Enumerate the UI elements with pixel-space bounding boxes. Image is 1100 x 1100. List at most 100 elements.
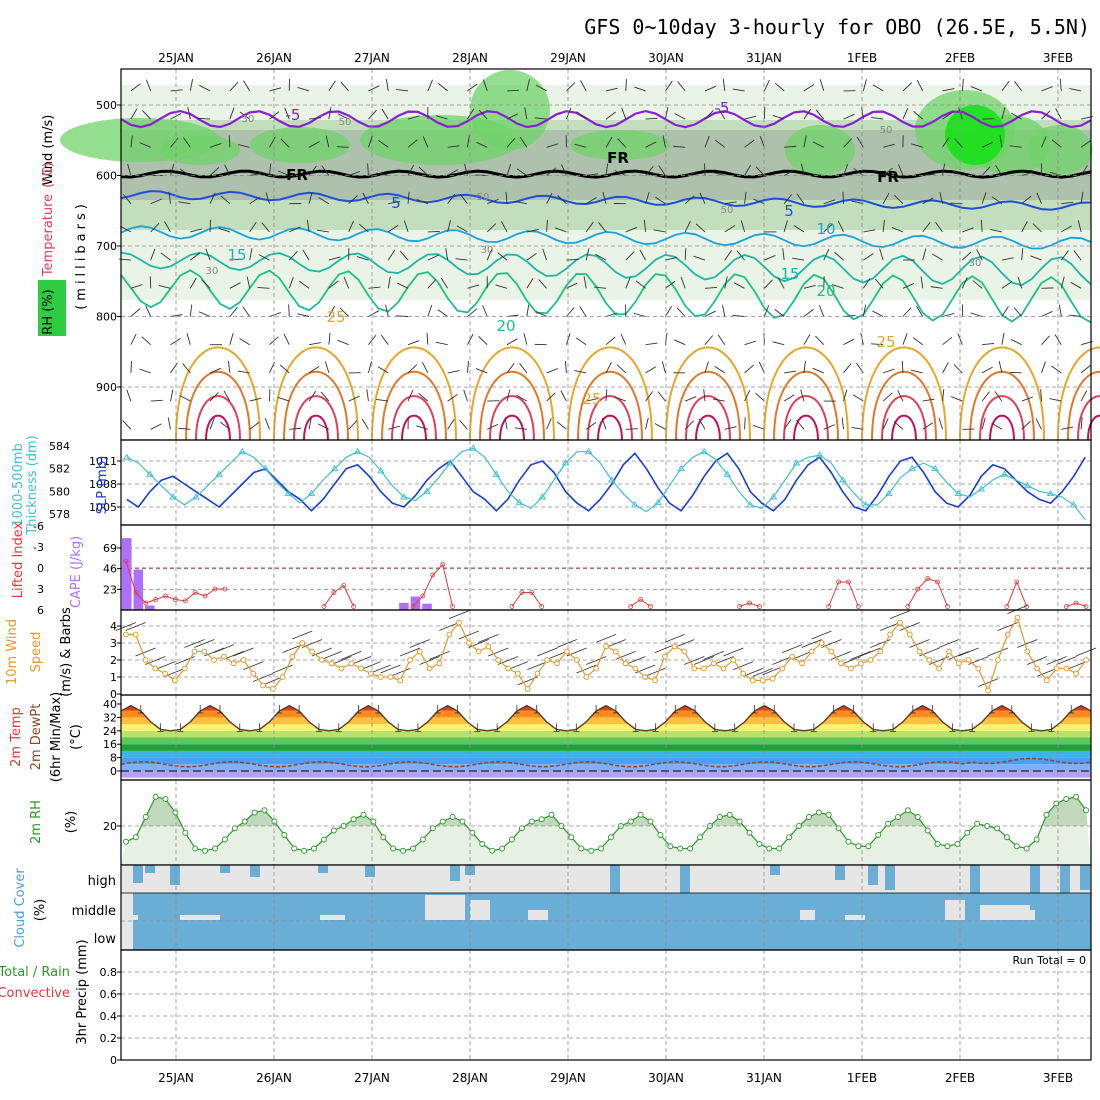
wind10-barb (556, 639, 577, 648)
wind-barb (1041, 136, 1047, 148)
wind-barb (812, 141, 824, 148)
wind-barb (796, 419, 805, 430)
wind-barb (130, 108, 138, 120)
wind-barb (685, 171, 697, 176)
rh2m-marker (964, 829, 971, 836)
wind-barb (422, 136, 429, 148)
wind-barb (189, 277, 197, 289)
wind-barb (447, 370, 460, 374)
wind-barb (435, 115, 448, 120)
wind10-barb (448, 610, 470, 619)
wind-barb (249, 172, 262, 176)
wind-barb (625, 277, 631, 289)
wind-barb (922, 222, 931, 233)
wind-barb (466, 135, 470, 148)
warm-isotherm-loop (587, 395, 633, 441)
rh-high-blob (1027, 125, 1093, 175)
axis-tick-label: 0.8 (100, 966, 118, 979)
wind-barb (478, 336, 488, 346)
rh2m-marker (736, 818, 743, 825)
rh2m-marker (855, 843, 862, 850)
wind-barb (605, 312, 618, 317)
contour-label: 50 (477, 192, 490, 203)
wind-barb (1069, 88, 1082, 92)
rh2m-marker (974, 820, 981, 827)
wind-barb (249, 221, 257, 233)
warm-isotherm-loop (1057, 346, 1100, 441)
wind-barb (500, 221, 508, 233)
thickness-marker (769, 493, 778, 500)
lifted-index-marker (826, 604, 832, 609)
wind10-marker (789, 653, 796, 660)
wind-barb (289, 226, 301, 233)
temp-color-band (121, 764, 1091, 771)
warm-isotherm-loop (871, 370, 937, 441)
wind10-marker (779, 665, 786, 672)
wind-barb (950, 202, 963, 205)
lifted-index-marker (153, 597, 159, 602)
wind10-marker (416, 648, 423, 655)
wind-barb (183, 137, 191, 148)
wind10-series (115, 605, 1097, 694)
wind10-barb (948, 651, 969, 660)
rh-axis-label: RH (%) (41, 289, 56, 334)
wind-barb (930, 286, 943, 289)
wind-barb (736, 250, 745, 261)
wind-barb (843, 164, 849, 176)
wind-barb (819, 79, 825, 92)
lifted-index-marker (143, 600, 149, 606)
wind10-barb (586, 656, 607, 665)
rh2m-marker (1023, 845, 1030, 852)
wind10-marker (524, 686, 531, 692)
rh2m-marker (449, 814, 456, 820)
contour-label: 25 (876, 333, 895, 351)
wind-barb (447, 193, 456, 204)
wind-barb (981, 391, 990, 402)
cloud-high-bar (133, 865, 143, 883)
lifted-index-marker (855, 604, 861, 609)
warm-isotherm-loop (979, 395, 1025, 441)
lifted-index-marker (747, 600, 752, 606)
wind10-marker (220, 653, 227, 660)
temp-color-band (121, 744, 1091, 751)
wind-barb (328, 332, 331, 345)
lifted-index-marker (202, 593, 208, 599)
thickness-marker (307, 489, 316, 497)
wind10-marker (1034, 665, 1041, 672)
wind10-barb (399, 647, 421, 657)
cloud-grid (121, 865, 1091, 950)
lifted-index-marker (935, 579, 940, 585)
axis-tick-label: 0 (110, 1054, 117, 1067)
li-tick-label: 0 (37, 562, 44, 575)
axis-tick-label: 800 (96, 311, 117, 324)
contour-label: -5 (715, 99, 730, 117)
wind-barb (486, 248, 493, 261)
warm-isotherm-loop (597, 414, 623, 441)
wind-barb (932, 253, 943, 261)
warm-isotherm-loop (685, 395, 731, 441)
wind-barb (308, 141, 320, 148)
wind-barb (328, 80, 336, 92)
wind-barb (585, 248, 590, 261)
wind-barb (538, 279, 547, 289)
wind-barb (388, 425, 400, 430)
wind-barb (902, 283, 915, 289)
lifted-index-marker (836, 579, 842, 585)
axis-tick-label: 24 (103, 725, 117, 738)
wind-barb (237, 370, 250, 374)
wind10-marker (1073, 670, 1080, 677)
cloud-high-bar (610, 865, 620, 925)
rh2m-marker (1083, 807, 1090, 814)
wind-barb (120, 225, 132, 233)
thickness-marker (723, 470, 732, 477)
rh-high-blob (570, 130, 670, 160)
date-label-bottom: 1FEB (847, 1071, 877, 1085)
wind-barb (243, 80, 251, 92)
lifted-index-marker (757, 604, 762, 609)
contour-label: 15 (227, 246, 246, 264)
wind-barb (381, 108, 389, 120)
wind-barb (475, 368, 488, 374)
wind-barb (724, 201, 737, 205)
wind10-marker (1004, 631, 1011, 638)
rh2m-marker (885, 820, 892, 827)
